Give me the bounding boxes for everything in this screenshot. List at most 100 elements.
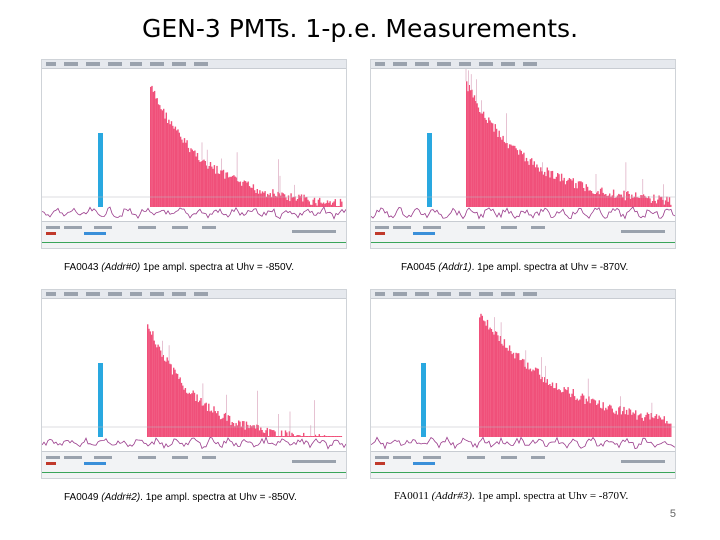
waveform-trace	[42, 206, 346, 220]
spectrum-bin	[309, 204, 312, 207]
spectrum-bin	[490, 329, 493, 437]
spectrum-bin	[215, 413, 218, 437]
scope-status-bar	[42, 451, 346, 478]
spectrum-bin	[497, 335, 499, 437]
spectrum-bin	[641, 417, 643, 437]
spectrum-bin	[576, 188, 578, 207]
spectrum-bin	[257, 425, 259, 437]
spectrum-bin	[625, 192, 628, 207]
spectrum-bin	[540, 379, 542, 437]
spectrum-bin	[624, 200, 626, 207]
spectrum-bin	[515, 148, 517, 207]
spectrum-bin	[263, 192, 265, 207]
spectrum-bin	[273, 193, 275, 207]
spectrum-bin	[590, 191, 593, 207]
spectrum-bin	[239, 181, 242, 207]
spectrum-bin	[187, 147, 190, 207]
spectrum-bin	[232, 423, 235, 437]
spectrum-bin	[277, 436, 279, 437]
spectrum-bin	[225, 172, 227, 207]
spectrum-bin	[305, 436, 307, 437]
spectrum-bin	[559, 181, 561, 207]
spectrum-bin	[174, 126, 177, 207]
spectrum-bin	[623, 406, 625, 437]
spectrum-bin	[320, 202, 322, 207]
spectrum-bin	[249, 425, 252, 437]
spectrum-bin	[163, 360, 166, 437]
spectrum-bin	[642, 420, 645, 437]
spectrum-bin	[268, 195, 270, 207]
spectrum-bin	[286, 200, 288, 207]
spectrum-bin	[293, 436, 296, 437]
spectrum-bin	[241, 421, 244, 437]
spectrum-bin	[583, 188, 585, 207]
spectrum-bin	[182, 385, 184, 437]
spectrum-bin	[567, 179, 569, 207]
spectrum-bin	[178, 132, 180, 207]
spectrum-bin	[620, 194, 623, 207]
spectrum-bin	[221, 418, 223, 437]
scope-status-bar	[42, 221, 346, 248]
waveform-trace	[371, 436, 675, 450]
spectrum-bin	[148, 328, 150, 437]
spectrum-bin	[304, 436, 306, 437]
spectrum-bin	[602, 402, 604, 437]
spectrum-bin	[663, 204, 665, 207]
spectrum-bin	[536, 164, 538, 207]
spectrum-bin	[299, 196, 301, 207]
spectrum-bin	[189, 394, 192, 437]
spectrum-bin	[173, 128, 175, 207]
spectrum-bin	[528, 369, 530, 437]
spectrum-bin	[149, 331, 151, 437]
spectrum-bin	[610, 405, 612, 437]
spectrum-bin	[333, 201, 335, 207]
spectrum-bin	[336, 436, 339, 437]
spectrum-bin	[667, 201, 669, 207]
spectrum-bin	[609, 404, 611, 437]
pedestal-peak	[98, 133, 103, 207]
spectrum-bin	[226, 172, 229, 207]
spectrum-bin	[186, 140, 188, 207]
spectrum-bin	[632, 197, 634, 207]
spectrum-bin	[538, 171, 541, 207]
spectrum-bin	[558, 389, 560, 437]
spectrum-histogram	[465, 69, 672, 207]
spectrum-bin	[270, 197, 273, 207]
spectrum-bin	[272, 189, 274, 207]
spectrum-bin	[291, 432, 293, 437]
spectrum-bin	[298, 194, 300, 207]
spectrum-bin	[479, 317, 481, 437]
spectrum-bin	[212, 168, 214, 207]
spectrum-bin	[184, 388, 187, 437]
spectrum-bin	[266, 427, 268, 437]
spectrum-bin	[154, 344, 157, 437]
spectrum-bin	[242, 181, 244, 207]
spectrum-bin	[596, 405, 598, 437]
spectrum-bin	[484, 117, 486, 207]
spectrum-bin	[330, 436, 332, 437]
spectrum-bin	[597, 191, 599, 207]
spectrum-bin	[612, 412, 615, 437]
spectrum-bin	[241, 185, 243, 207]
spectrum-bin	[489, 120, 491, 207]
spectrum-bin	[511, 145, 513, 207]
spectrum-bin	[622, 411, 624, 437]
spectrum-bin	[502, 135, 504, 207]
spectrum-bin	[668, 197, 671, 207]
spectrum-bin	[564, 389, 567, 437]
spectrum-bin	[501, 343, 503, 437]
tube-id: FA0045	[401, 262, 436, 273]
spectrum-bin	[467, 91, 469, 207]
spectrum-bin	[547, 170, 550, 207]
spectrum-bin	[323, 435, 326, 437]
spectrum-bin	[624, 414, 626, 437]
spectrum-bin	[545, 382, 547, 437]
spectrum-histogram	[150, 85, 343, 207]
spectrum-bin	[306, 197, 308, 207]
spectrum-bin	[666, 421, 668, 437]
spectrum-bin	[282, 193, 284, 207]
spectrum-bin	[662, 419, 664, 437]
spectrum-bin	[508, 345, 511, 437]
spectrum-bin	[243, 421, 245, 437]
spectrum-bin	[557, 389, 559, 437]
